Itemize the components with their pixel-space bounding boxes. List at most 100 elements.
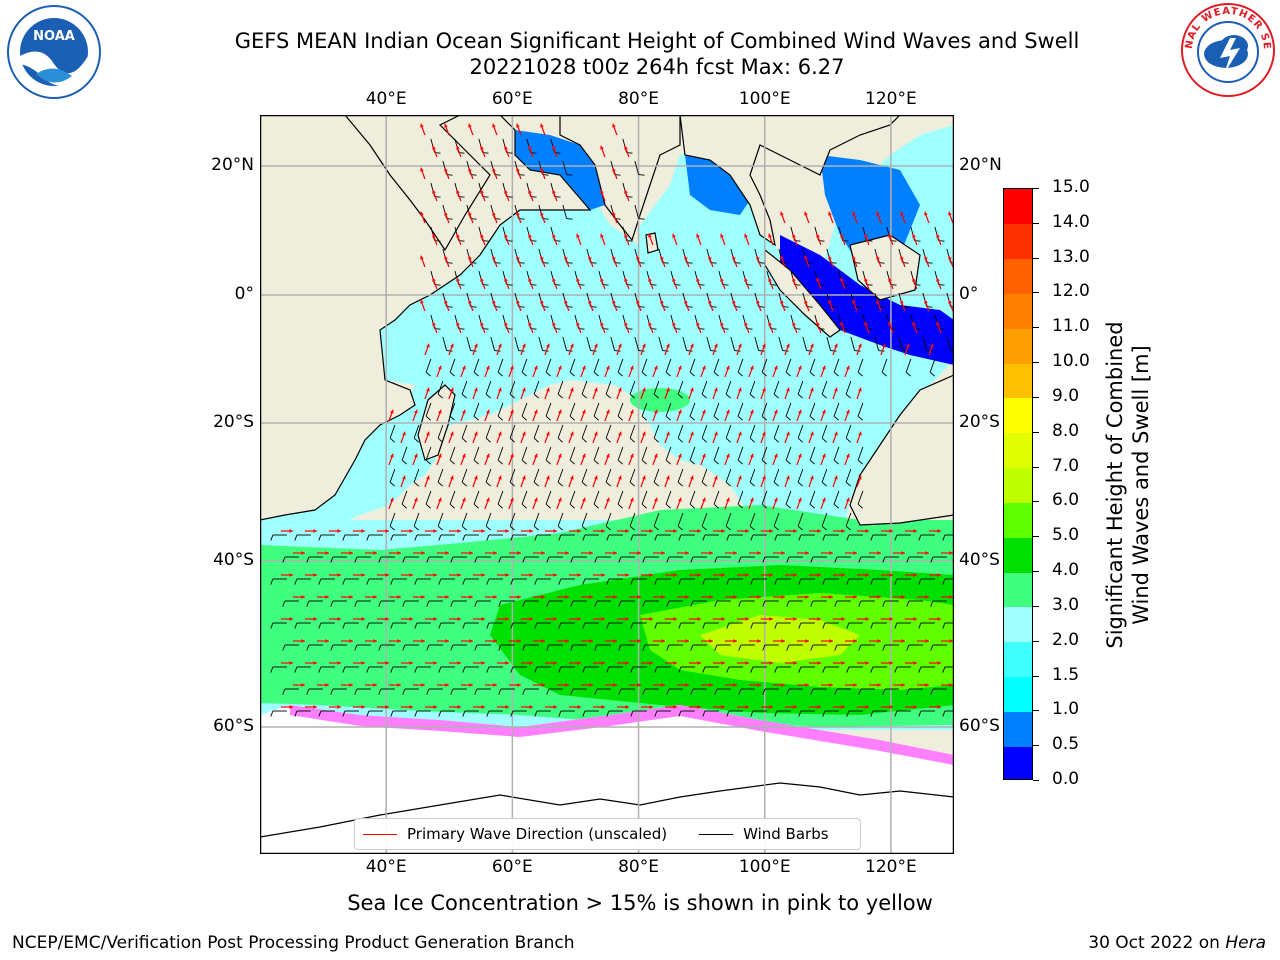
wave-arrowhead: [414, 497, 418, 502]
wind-barb-shaft: [785, 490, 792, 505]
wave-arrowhead: [666, 343, 670, 348]
wave-arrowhead: [685, 551, 689, 555]
wave-arrowhead: [889, 705, 893, 709]
wind-barb-shaft: [437, 468, 444, 483]
wave-arrowhead: [456, 233, 460, 238]
wave-arrowhead: [714, 475, 718, 480]
wind-barb-shaft: [749, 380, 756, 395]
wave-arrowhead: [757, 551, 761, 555]
wave-arrowhead: [744, 233, 748, 238]
wave-arrowhead: [925, 595, 929, 599]
wave-arrowhead: [397, 683, 401, 687]
wind-barb-shaft: [689, 446, 696, 461]
wave-arrowhead: [337, 617, 341, 621]
colorbar-segment: [1004, 258, 1032, 294]
wind-barb-flag: [294, 622, 298, 629]
wind-barb-flag: [534, 666, 538, 673]
wind-barb-flag: [894, 710, 898, 717]
wind-barb-flag: [570, 644, 574, 651]
wind-barb-flag: [282, 688, 286, 695]
wave-arrowhead: [553, 617, 557, 621]
wind-barb-flag: [473, 503, 479, 509]
wave-arrowhead: [313, 529, 317, 533]
wave-arrowhead: [901, 595, 905, 599]
wave-arrowhead: [817, 573, 821, 577]
wind-barb-flag: [522, 688, 526, 695]
wave-arrowhead: [702, 409, 706, 414]
wave-arrowhead: [337, 705, 341, 709]
wave-arrowhead: [846, 497, 850, 502]
wave-arrowhead: [337, 529, 341, 533]
wave-arrowhead: [709, 639, 713, 643]
wind-barb-flag: [342, 622, 346, 629]
wind-barb-flag: [822, 710, 826, 717]
colorbar-segment: [1004, 606, 1032, 643]
wind-barb-shaft: [533, 468, 540, 483]
wave-arrowhead: [529, 529, 533, 533]
andaman-low-waves: [820, 155, 920, 265]
wind-barb-shaft: [689, 358, 696, 373]
wind-barb-shaft: [461, 424, 468, 439]
wave-arrowhead: [570, 343, 574, 348]
wave-arrowhead: [768, 321, 772, 326]
wave-arrowhead: [445, 595, 449, 599]
wind-barb-flag: [809, 503, 815, 509]
wind-barb-shaft: [857, 358, 864, 373]
wave-arrowhead: [462, 409, 466, 414]
wind-barb-flag: [318, 622, 322, 629]
wind-barb-flag: [614, 350, 621, 352]
wave-arrowhead: [480, 189, 484, 194]
wave-arrowhead: [456, 189, 460, 194]
wave-arrowhead: [762, 343, 766, 348]
wave-arrowhead: [769, 529, 773, 533]
wind-barb-flag: [738, 600, 742, 607]
wave-arrowhead: [642, 387, 646, 392]
wave-arrowhead: [882, 343, 886, 348]
colorbar-label: 0.5: [1052, 734, 1080, 755]
wind-barb-flag: [809, 459, 815, 465]
wind-barb-shaft: [389, 424, 396, 439]
wind-barb-flag: [653, 437, 659, 443]
tick-left-2: 20°S: [213, 412, 254, 432]
wind-barb-flag: [702, 534, 706, 541]
wind-barb-shaft: [641, 358, 648, 373]
wind-barb-flag: [533, 481, 539, 487]
colorbar-title: Significant Height of Combined Wind Wave…: [1102, 275, 1154, 695]
wave-arrowhead: [444, 123, 448, 128]
wave-arrowhead: [618, 387, 622, 392]
wind-barb-flag: [449, 459, 455, 465]
wave-arrowhead: [925, 639, 929, 643]
wind-barb-flag: [638, 350, 645, 352]
wind-barb-shaft: [701, 468, 708, 483]
wave-arrowhead: [744, 321, 748, 326]
wind-barb-shaft: [689, 402, 696, 417]
wind-barb-shaft: [581, 380, 588, 395]
wind-barb-flag: [629, 525, 635, 531]
wind-barb-shaft: [533, 380, 540, 395]
wind-barb-flag: [882, 556, 886, 563]
wind-barb-flag: [942, 578, 946, 585]
wave-arrowhead: [745, 573, 749, 577]
wave-arrowhead: [780, 255, 784, 260]
wind-barb-flag: [870, 666, 874, 673]
wave-arrowhead: [624, 189, 628, 194]
wave-arrowhead: [486, 365, 490, 370]
wind-barb-flag: [665, 415, 671, 421]
wind-barb-shaft: [581, 512, 588, 527]
wave-arrowhead: [889, 617, 893, 621]
colorbar-segment: [1004, 432, 1032, 469]
wind-barb-flag: [342, 710, 346, 717]
red-sea-low-waves: [515, 130, 605, 210]
wind-barb-flag: [662, 350, 669, 352]
wind-barb-flag: [306, 600, 310, 607]
wave-arrowhead: [528, 277, 532, 282]
wave-arrowhead: [828, 211, 832, 216]
wind-barb-flag: [617, 415, 623, 421]
wind-barb-flag: [702, 710, 706, 717]
wind-barb-flag: [762, 556, 766, 563]
wind-barb-flag: [797, 393, 803, 399]
wind-barb-flag: [569, 503, 575, 509]
wave-arrowhead: [780, 299, 784, 304]
wave-arrowhead: [672, 233, 676, 238]
wind-barb-shaft: [497, 402, 504, 417]
